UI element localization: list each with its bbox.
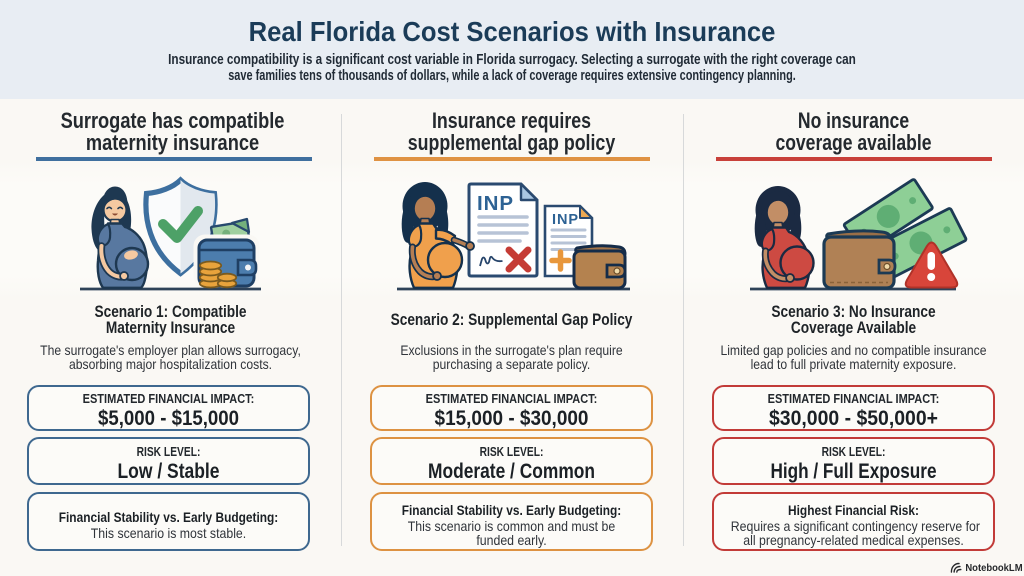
svg-text:INP: INP <box>552 212 578 228</box>
svg-text:INP: INP <box>477 192 513 215</box>
